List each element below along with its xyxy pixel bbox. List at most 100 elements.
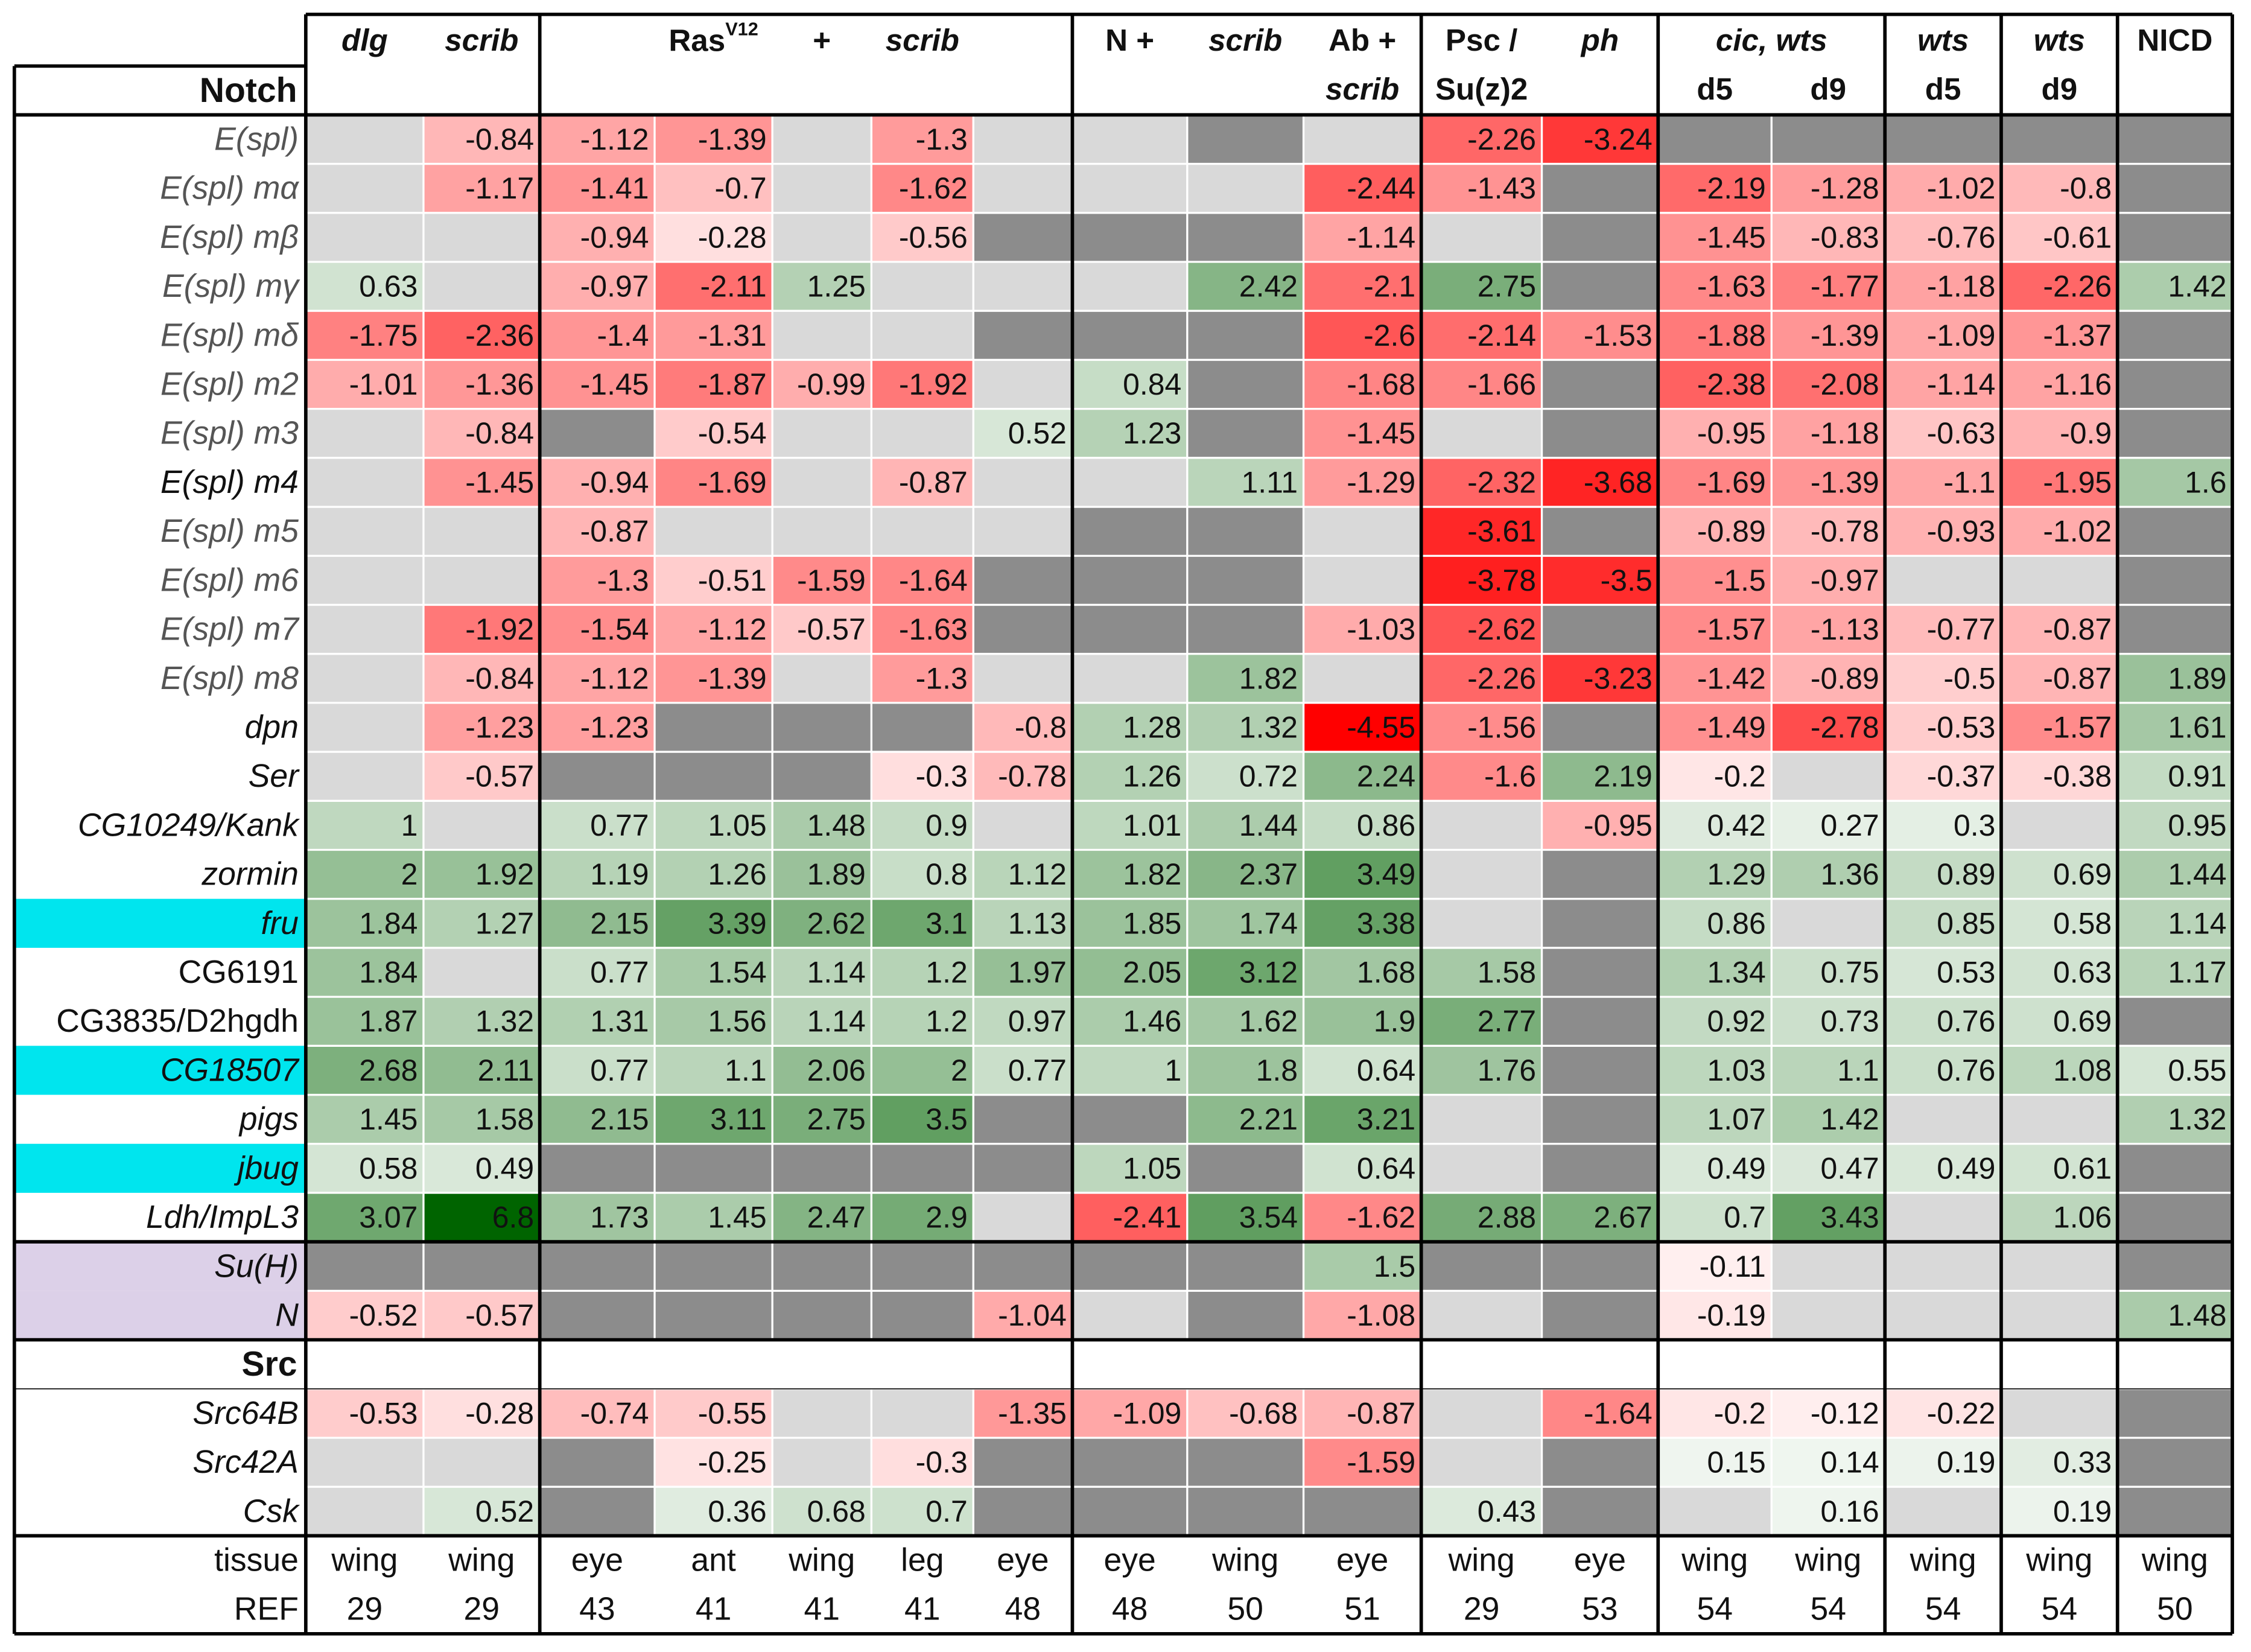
heat-cell	[1541, 702, 1659, 752]
heat-cell	[1421, 997, 1542, 1046]
section-row: Src	[241, 1345, 297, 1384]
heat-cell	[305, 1291, 424, 1340]
cell-value: -0.95	[1697, 416, 1766, 450]
cell-value: 1.13	[1008, 906, 1067, 940]
cell-value: 0.9	[925, 809, 967, 842]
heat-cell	[973, 702, 1073, 752]
heat-cell	[1072, 653, 1187, 703]
heat-cell	[772, 947, 872, 997]
cell-value: -0.54	[698, 416, 767, 450]
heat-cell	[1072, 1291, 1187, 1340]
cell-value: 0.84	[1123, 367, 1181, 401]
heat-cell	[772, 556, 872, 605]
cell-value: 1.76	[1478, 1053, 1536, 1087]
cell-value: 1.36	[1820, 857, 1879, 891]
heat-cell	[1072, 605, 1187, 654]
heat-cell	[539, 457, 655, 507]
cell-value: -0.57	[465, 760, 534, 793]
cell-value: -1.56	[1467, 710, 1536, 744]
gene-label: jbug	[234, 1151, 299, 1186]
cell-value: 0.76	[1937, 1053, 1995, 1087]
heat-cell	[423, 997, 540, 1046]
heat-cell	[423, 360, 540, 409]
cell-value: 0.64	[1357, 1053, 1415, 1087]
table-row: Csk 0.52 0.36 0.68 0.7 0.43 0.16 0.19	[243, 1487, 2233, 1536]
cell-value: 0.63	[2053, 956, 2112, 990]
heat-cell	[1072, 311, 1187, 360]
cell-value: -1.41	[580, 171, 649, 205]
heat-cell	[1541, 947, 1659, 997]
heat-cell	[973, 1242, 1073, 1291]
heat-cell	[1885, 702, 2001, 752]
cell-value: -0.51	[698, 564, 767, 597]
heat-cell	[1187, 898, 1304, 948]
cell-value: 2.37	[1239, 857, 1298, 891]
heat-cell	[1421, 115, 1542, 164]
header-label-0: dlg	[341, 23, 388, 57]
heat-cell	[772, 164, 872, 213]
heat-cell	[655, 752, 773, 801]
table-row: E(spl) mγ 0.63 -0.97 -2.11 1.25 2.42 -2.1 2.75 -…	[162, 261, 2233, 311]
cell-value: 2.11	[478, 1053, 535, 1087]
heat-cell	[1072, 1192, 1187, 1242]
heat-cell	[1771, 752, 1885, 801]
cell-value: -1.49	[1697, 710, 1766, 744]
heat-cell	[2117, 605, 2233, 654]
heat-cell	[871, 1291, 974, 1340]
heat-cell	[1771, 261, 1885, 311]
cell-value: -0.55	[698, 1396, 767, 1430]
heat-cell	[539, 115, 655, 164]
heat-cell	[871, 507, 974, 556]
cell-value: 0.58	[359, 1151, 417, 1185]
table-row: E(spl) m3 -0.84 -0.54 0.52 1.23 -1.45 -0.95 -1.…	[160, 408, 2233, 458]
heat-cell	[1187, 212, 1304, 262]
cell-value: -1.45	[1697, 220, 1766, 254]
heat-cell	[1885, 898, 2001, 948]
heat-cell	[1541, 212, 1659, 262]
heat-cell	[2001, 164, 2118, 213]
heat-cell	[423, 408, 540, 458]
heat-cell	[1771, 311, 1885, 360]
heat-cell	[1072, 164, 1187, 213]
heat-cell	[1187, 408, 1304, 458]
heat-cell	[305, 311, 424, 360]
heat-cell	[871, 261, 974, 311]
heat-cell	[305, 1046, 424, 1095]
cell-value: 1.46	[1123, 1005, 1181, 1038]
heat-cell	[1421, 1487, 1542, 1536]
cell-value: -0.9	[2060, 416, 2112, 450]
heat-cell	[1771, 164, 1885, 213]
heat-cell	[1771, 801, 1885, 850]
footer-tissue-value: eye	[571, 1543, 623, 1578]
cell-value: -1.64	[1584, 1396, 1653, 1430]
heat-cell	[423, 653, 540, 703]
heat-cell	[1658, 507, 1772, 556]
heat-cell	[1072, 457, 1187, 507]
heat-cell	[2117, 1094, 2233, 1144]
header-label-4: scrib	[886, 23, 959, 57]
heat-cell	[1541, 360, 1659, 409]
heat-cell	[2117, 408, 2233, 458]
cell-value: 0.15	[1707, 1446, 1766, 1479]
cell-value: -0.52	[349, 1298, 418, 1332]
cell-value: -0.2	[1714, 760, 1766, 793]
heat-cell	[1885, 997, 2001, 1046]
cell-value: -3.78	[1467, 564, 1536, 597]
heat-cell	[871, 1192, 974, 1242]
heat-cell	[772, 212, 872, 262]
cell-value: -1.53	[1584, 319, 1653, 352]
cell-value: -0.94	[580, 220, 649, 254]
heat-cell	[1303, 752, 1421, 801]
heat-cell	[772, 1192, 872, 1242]
heat-cell	[1658, 653, 1772, 703]
cell-value: -3.68	[1584, 465, 1653, 499]
heatmap-canvas: dlg scrib RasV12 + scrib N + scrib Ab + Psc / ph c…	[12, 12, 2234, 1636]
cell-value: -2.26	[1467, 661, 1536, 695]
heat-cell	[423, 850, 540, 899]
footer-label-tissue: tissue	[214, 1543, 299, 1578]
cell-value: 0.69	[2053, 857, 2112, 891]
heat-cell	[1885, 1487, 2001, 1536]
heat-cell	[871, 408, 974, 458]
heat-cell	[2117, 556, 2233, 605]
cell-value: -1.95	[2043, 465, 2112, 499]
